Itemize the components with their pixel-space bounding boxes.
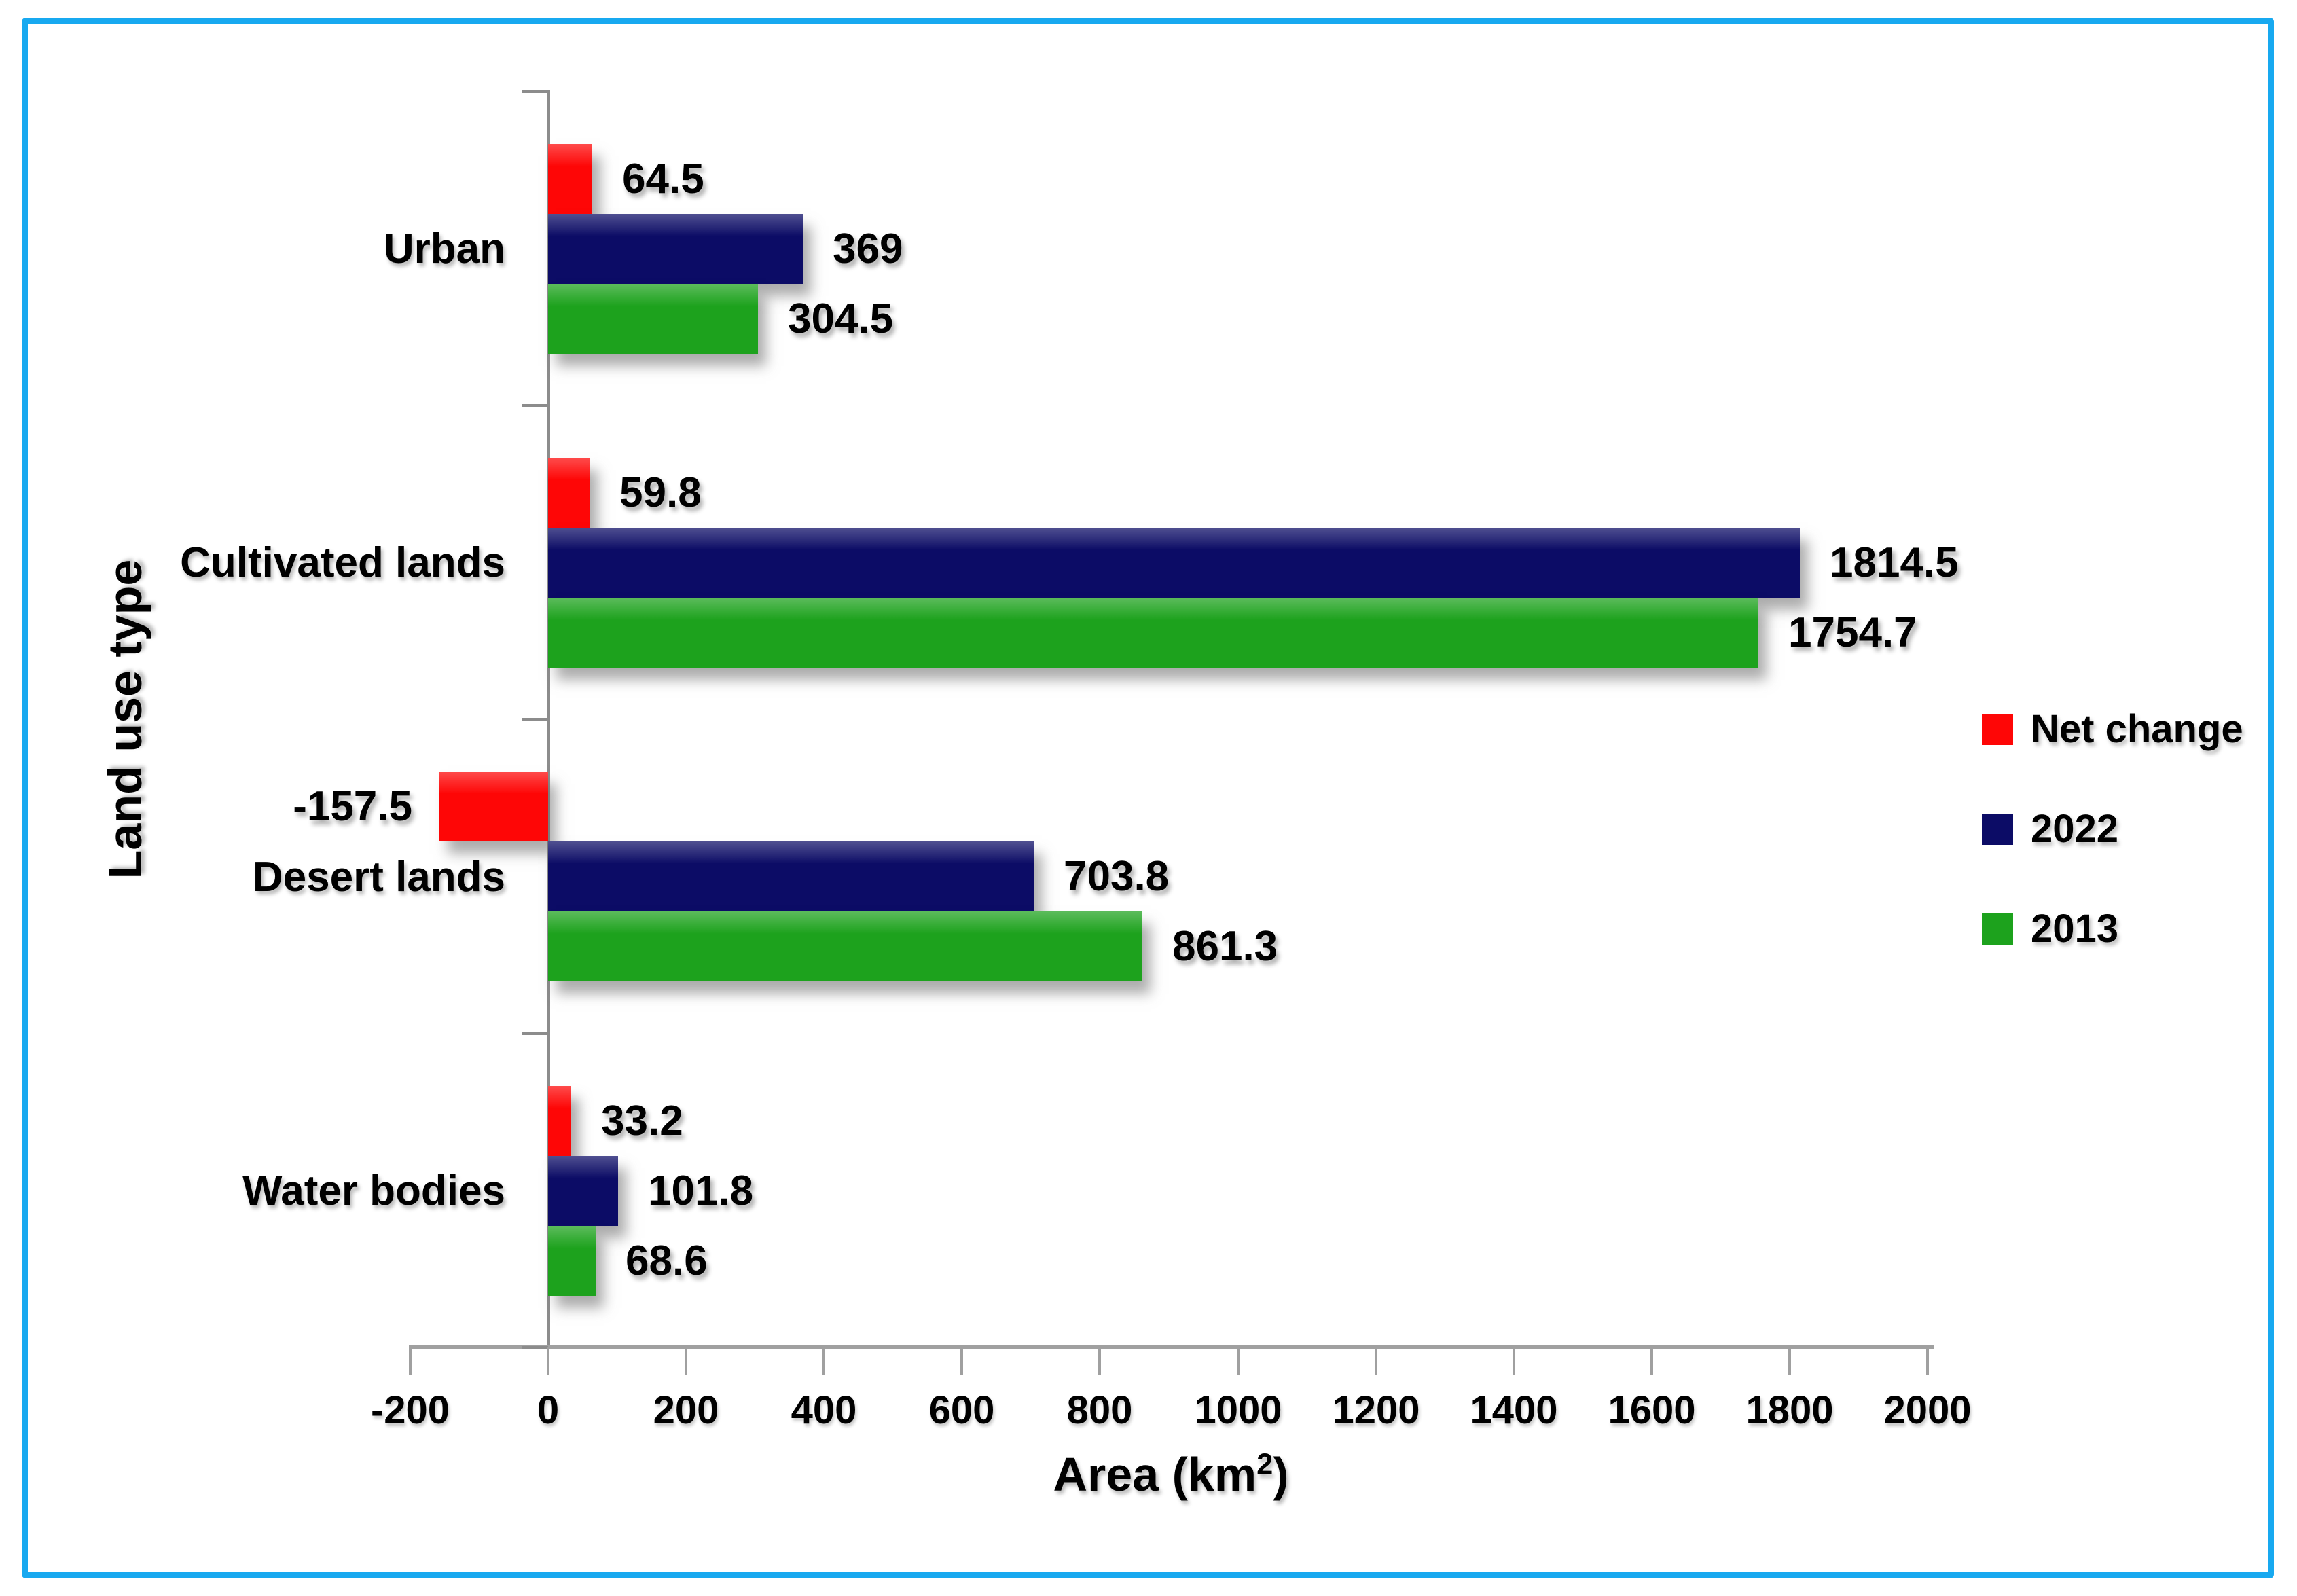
- bar-value-label-2022-urban: 369: [833, 225, 903, 272]
- bar-value-label-2022-cultivated-lands: 1814.5: [1830, 539, 1959, 586]
- x-axis-tick-label: 2000: [1883, 1388, 1972, 1432]
- x-axis-tick-label: 400: [791, 1388, 857, 1432]
- legend-item-net-change: Net change: [1982, 706, 2243, 752]
- bar-value-label-net-change-desert-lands: -157.5: [293, 783, 412, 830]
- x-axis-tick: [822, 1347, 825, 1375]
- x-axis-tick-label: 0: [537, 1388, 560, 1432]
- x-axis-tick-label: 1800: [1746, 1388, 1834, 1432]
- category-label-desert-lands: Desert lands: [252, 853, 505, 901]
- legend-label-2022: 2022: [2031, 807, 2119, 851]
- y-axis-tick: [522, 718, 548, 721]
- x-axis-tick: [1926, 1347, 1929, 1375]
- y-axis-tick: [522, 1032, 548, 1035]
- category-label-water-bodies: Water bodies: [242, 1167, 505, 1214]
- x-axis-tick: [960, 1347, 963, 1375]
- x-axis-tick: [1098, 1347, 1101, 1375]
- legend-label-2013: 2013: [2031, 907, 2119, 951]
- x-axis-tick: [547, 1347, 549, 1375]
- bar-value-label-2022-desert-lands: 703.8: [1064, 853, 1170, 900]
- chart-border-frame: -200 0 200 400 600 800 1000 1200 1400 1600 1800 200…: [22, 18, 2274, 1578]
- x-axis-title-superscript: 2: [1256, 1448, 1273, 1481]
- y-axis-line: [547, 90, 550, 1348]
- bar-2013-desert-lands: [548, 911, 1142, 981]
- bar-value-label-2013-desert-lands: 861.3: [1172, 923, 1278, 970]
- x-axis-tick: [1650, 1347, 1653, 1375]
- y-axis-title: Land use type: [98, 559, 151, 879]
- bar-net-change-cultivated-lands: [548, 458, 590, 528]
- plot-area: -200 0 200 400 600 800 1000 1200 1400 1600 1800 200…: [22, 18, 2274, 1578]
- bar-value-label-2013-water-bodies: 68.6: [626, 1237, 708, 1284]
- bar-value-label-2022-water-bodies: 101.8: [648, 1167, 754, 1214]
- bar-2022-desert-lands: [548, 841, 1034, 911]
- legend-swatch-net-change-icon: [1982, 713, 2013, 745]
- x-axis-tick-label: 1200: [1332, 1388, 1420, 1432]
- x-axis-tick: [1375, 1347, 1377, 1375]
- x-axis-tick: [1237, 1347, 1240, 1375]
- x-axis-tick-label: 1600: [1608, 1388, 1696, 1432]
- category-label-cultivated-lands: Cultivated lands: [180, 539, 505, 586]
- legend-label-net-change: Net change: [2031, 707, 2243, 751]
- bar-value-label-net-change-water-bodies: 33.2: [601, 1098, 683, 1144]
- y-axis-tick: [522, 404, 548, 407]
- legend: Net change 2022 2013: [1982, 706, 2243, 1006]
- x-axis-tick-label: 600: [928, 1388, 995, 1432]
- bar-net-change-desert-lands: [439, 772, 548, 841]
- x-axis-tick-label: 1400: [1470, 1388, 1558, 1432]
- bar-net-change-urban: [548, 144, 592, 214]
- legend-item-2022: 2022: [1982, 806, 2243, 852]
- x-axis-title-text: Area (km: [1053, 1448, 1257, 1501]
- bar-value-label-2013-urban: 304.5: [788, 295, 894, 342]
- bar-value-label-2013-cultivated-lands: 1754.7: [1788, 609, 1917, 656]
- bar-2013-cultivated-lands: [548, 598, 1758, 668]
- bar-2013-water-bodies: [548, 1226, 596, 1296]
- y-axis-tick: [522, 90, 548, 93]
- bar-value-label-net-change-cultivated-lands: 59.8: [619, 469, 702, 516]
- category-label-urban: Urban: [383, 225, 505, 272]
- bar-2013-urban: [548, 284, 758, 354]
- x-axis-tick: [685, 1347, 687, 1375]
- x-axis-tick: [1788, 1347, 1791, 1375]
- bar-2022-water-bodies: [548, 1156, 618, 1226]
- legend-item-2013: 2013: [1982, 906, 2243, 951]
- legend-swatch-2022-icon: [1982, 813, 2013, 845]
- x-axis-tick-label: 800: [1066, 1388, 1133, 1432]
- bar-value-label-net-change-urban: 64.5: [622, 156, 704, 202]
- x-axis-tick-label: 200: [653, 1388, 719, 1432]
- x-axis-tick-label: 1000: [1194, 1388, 1282, 1432]
- y-axis-tick: [522, 1346, 548, 1349]
- bar-2022-urban: [548, 214, 803, 284]
- x-axis-tick: [409, 1347, 412, 1375]
- x-axis-title: Area (km2): [1053, 1447, 1288, 1502]
- x-axis-title-close-paren: ): [1273, 1448, 1289, 1501]
- x-axis-tick-label: -200: [370, 1388, 450, 1432]
- x-axis-line: [409, 1345, 1934, 1349]
- bar-net-change-water-bodies: [548, 1086, 571, 1156]
- x-axis-tick: [1513, 1347, 1515, 1375]
- legend-swatch-2013-icon: [1982, 913, 2013, 945]
- bar-2022-cultivated-lands: [548, 528, 1800, 598]
